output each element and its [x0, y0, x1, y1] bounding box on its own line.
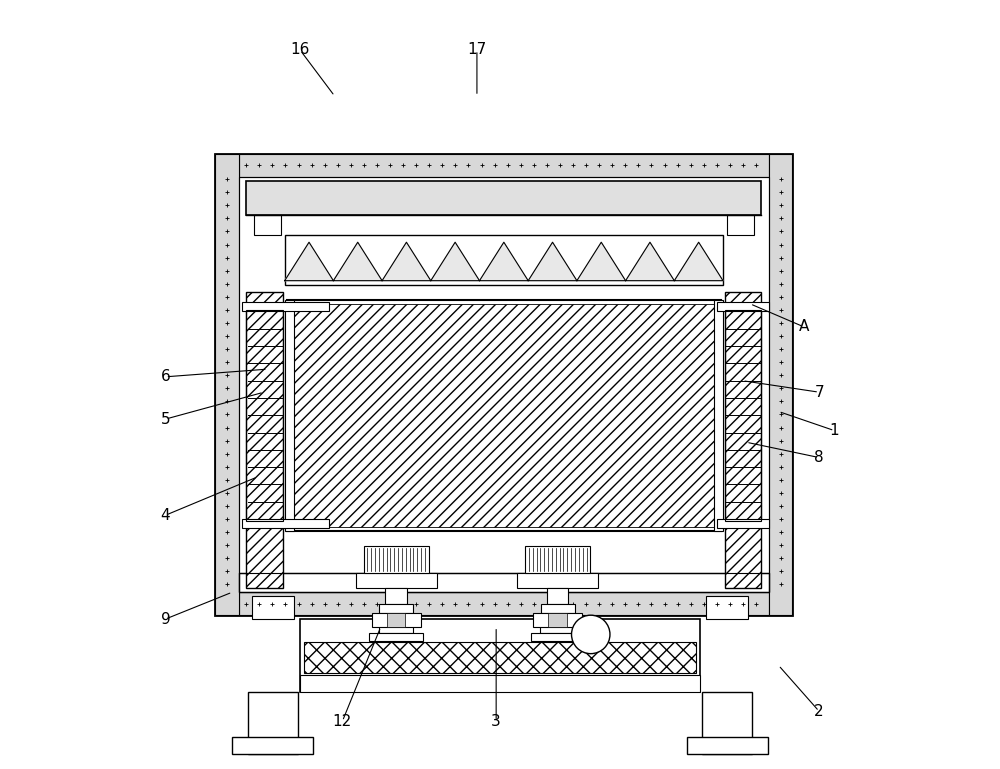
Bar [300, 619, 700, 692]
Bar [291, 304, 717, 527]
Bar [379, 604, 413, 613]
Polygon shape [333, 242, 382, 281]
Text: A: A [799, 319, 809, 335]
Text: 16: 16 [290, 42, 310, 58]
Bar [248, 692, 298, 754]
Bar [541, 604, 575, 613]
Polygon shape [479, 242, 528, 281]
Bar [285, 300, 294, 531]
Bar [525, 546, 590, 573]
Bar [364, 546, 429, 573]
Bar [246, 310, 283, 521]
Text: 4: 4 [161, 508, 170, 523]
Bar [242, 302, 329, 311]
Bar [714, 300, 723, 531]
Bar [706, 596, 748, 619]
Polygon shape [577, 242, 626, 281]
Text: 17: 17 [467, 42, 487, 58]
Text: 3: 3 [491, 714, 501, 729]
Bar [687, 737, 768, 754]
Bar [356, 573, 437, 588]
Bar [769, 154, 792, 615]
Text: 12: 12 [333, 714, 352, 729]
Bar [379, 619, 413, 633]
Bar [717, 302, 769, 311]
Bar [727, 215, 754, 235]
Bar [369, 633, 423, 641]
Bar [517, 573, 598, 588]
Text: 2: 2 [814, 704, 824, 719]
Bar [254, 215, 281, 235]
Text: 1: 1 [830, 423, 839, 438]
Polygon shape [285, 242, 333, 281]
Polygon shape [528, 242, 577, 281]
Bar [215, 154, 239, 615]
Bar [239, 154, 769, 177]
Bar [239, 177, 769, 592]
Bar [215, 154, 792, 615]
Bar [387, 613, 405, 627]
Bar [533, 613, 582, 627]
Bar [717, 519, 769, 528]
Polygon shape [626, 242, 674, 281]
Polygon shape [382, 242, 431, 281]
Bar [252, 596, 294, 619]
Text: 8: 8 [814, 450, 824, 465]
Bar [372, 613, 421, 627]
Bar [287, 300, 721, 531]
Bar [239, 592, 769, 615]
Text: 9: 9 [161, 611, 170, 627]
Bar [304, 642, 696, 673]
Bar [725, 292, 761, 588]
Bar [239, 573, 769, 592]
Text: 7: 7 [814, 384, 824, 400]
Bar [547, 588, 568, 604]
Bar [725, 310, 761, 521]
Bar [246, 181, 761, 215]
Text: 5: 5 [161, 411, 170, 427]
Bar [540, 619, 575, 633]
Polygon shape [674, 242, 723, 281]
Bar [232, 737, 313, 754]
Polygon shape [431, 242, 479, 281]
Bar [242, 519, 329, 528]
Bar [300, 675, 700, 692]
Text: 6: 6 [161, 369, 170, 384]
Bar [702, 692, 752, 754]
Bar [548, 613, 567, 627]
Bar [385, 588, 407, 604]
Circle shape [572, 615, 610, 654]
Bar [285, 235, 723, 285]
Bar [246, 292, 283, 588]
Bar [531, 633, 585, 641]
